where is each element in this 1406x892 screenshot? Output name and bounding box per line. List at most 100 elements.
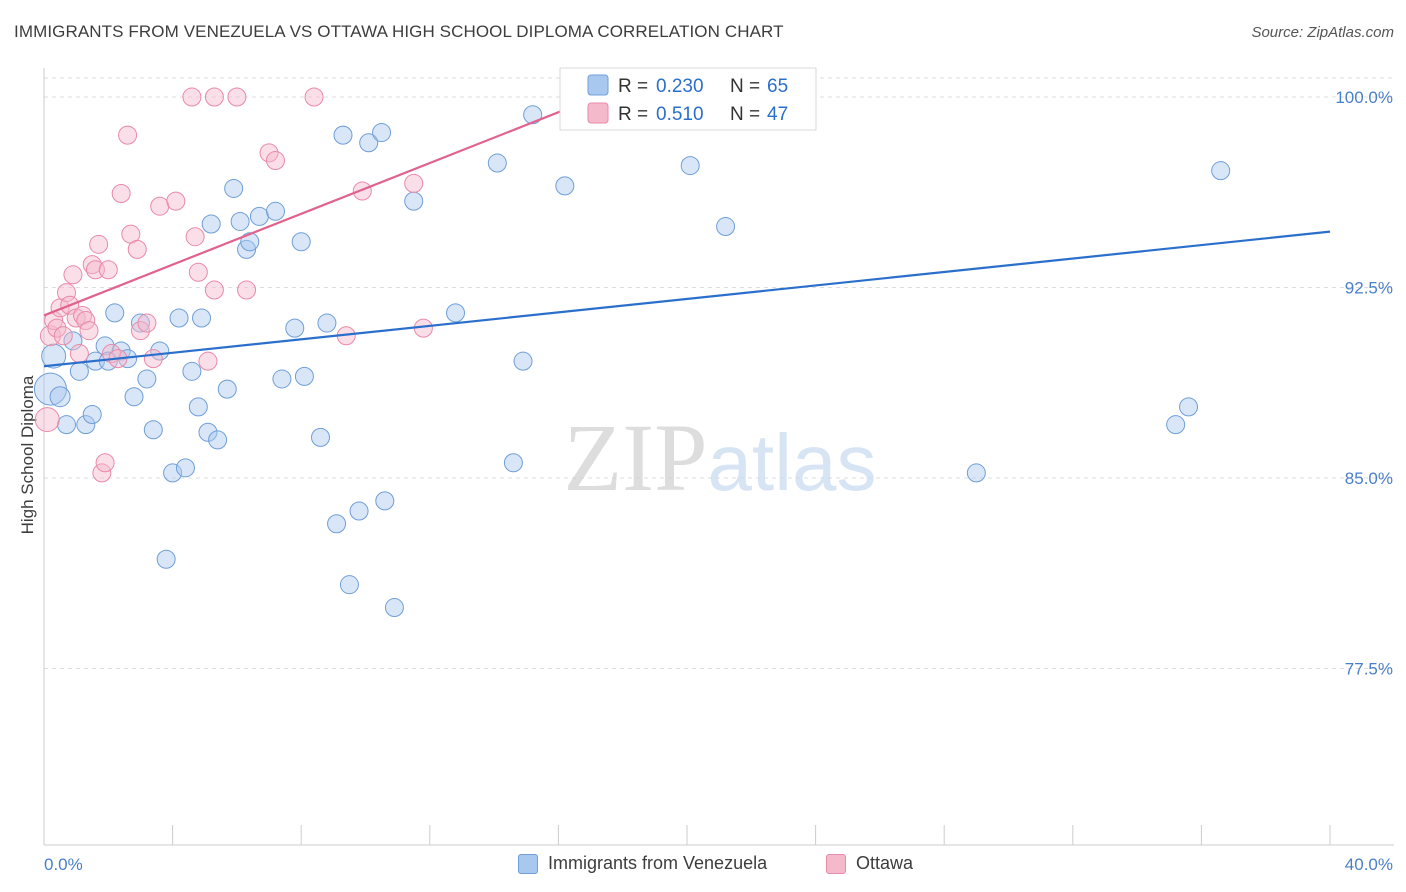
ottawa-point [53, 326, 73, 346]
venezuela-point [237, 239, 257, 259]
legend-item-ottawa[interactable]: Ottawa [826, 853, 913, 874]
ottawa-point [69, 344, 89, 364]
stats-legend: R = 0.230 N = 65 R = 0.510 N = 47 [559, 67, 817, 131]
svg-text:R =: R = [618, 76, 648, 97]
ottawa-point [352, 181, 372, 201]
stats-legend-r-label-2: R = [618, 104, 648, 125]
venezuela-point [375, 491, 395, 511]
venezuela-point [208, 430, 228, 450]
ottawa-point [143, 349, 163, 369]
ottawa-point [198, 351, 218, 371]
venezuela-point [41, 343, 67, 369]
venezuela-point [192, 308, 212, 328]
ottawa-point [118, 125, 138, 145]
legend-item-venezuela[interactable]: Immigrants from Venezuela [518, 853, 767, 874]
venezuela-point [105, 303, 125, 323]
venezuela-point [130, 313, 150, 333]
ottawa-point [137, 313, 157, 333]
venezuela-point [49, 386, 71, 408]
venezuela-point [680, 156, 700, 176]
watermark-zip: ZIP [564, 404, 708, 511]
venezuela-point [327, 514, 347, 534]
ottawa-point [150, 196, 170, 216]
venezuela-point [285, 318, 305, 338]
venezuela-point [57, 415, 77, 435]
ottawa-point [92, 463, 112, 483]
ottawa-point [182, 87, 202, 107]
venezuela-point [716, 217, 736, 237]
stats-legend-r-value-1: 0.230 [656, 76, 704, 97]
legend-label-venezuela: Immigrants from Venezuela [548, 853, 768, 873]
venezuela-point [503, 453, 523, 473]
venezuela-point [217, 379, 237, 399]
stats-legend-n-label-2: N = [730, 104, 760, 125]
watermark: ZIPatlas [564, 404, 877, 511]
venezuela-point [555, 176, 575, 196]
ottawa-point [204, 87, 224, 107]
legend-swatch-venezuela [518, 853, 538, 874]
source-label: Source: ZipAtlas.com [1251, 24, 1394, 41]
stats-legend-n-label-1: N = [730, 76, 760, 97]
ottawa-point [47, 318, 67, 338]
axes [43, 68, 1394, 846]
x-tick-label: 0.0% [44, 855, 83, 874]
venezuela-point [359, 133, 379, 153]
venezuela-point [446, 303, 466, 323]
venezuela-point [156, 549, 176, 569]
trend-lines [43, 98, 1331, 368]
venezuela-point [137, 369, 157, 389]
ottawa-point [57, 283, 77, 303]
venezuela-point [1179, 397, 1199, 417]
venezuela-point [487, 153, 507, 173]
ottawa-point [204, 280, 224, 300]
venezuela-point [188, 397, 208, 417]
venezuela-point [182, 361, 202, 381]
ottawa-point [63, 265, 83, 285]
ottawa-trend-line [43, 98, 591, 317]
ottawa-point [76, 311, 96, 331]
venezuela-point [198, 422, 218, 442]
venezuela-point [339, 575, 359, 595]
venezuela-point [224, 178, 244, 198]
venezuela-point [76, 415, 96, 435]
venezuela-point [201, 214, 221, 234]
venezuela-point [349, 501, 369, 521]
venezuela-point [249, 206, 269, 226]
venezuela-point [272, 369, 292, 389]
venezuela-point [372, 123, 392, 143]
venezuela-point [384, 598, 404, 618]
ottawa-point [89, 234, 109, 254]
ottawa-point [34, 407, 60, 433]
ottawa-point [265, 151, 285, 170]
ottawa-point [130, 321, 150, 341]
stats-legend-swatch-pink [587, 102, 609, 124]
ottawa-point [404, 173, 424, 193]
stats-legend-r-value-2: 0.510 [656, 104, 704, 125]
ottawa-point [188, 262, 208, 282]
venezuela-point [523, 105, 543, 125]
venezuela-point [230, 211, 250, 231]
venezuela-point [63, 331, 83, 351]
x-tick-label: 40.0% [1345, 855, 1393, 874]
y-tick-label: 100.0% [1335, 88, 1393, 107]
grid-lines [44, 77, 1394, 669]
venezuela-point [82, 405, 102, 424]
data-points [33, 87, 1231, 618]
ottawa-point [95, 453, 115, 473]
chart-title: IMMIGRANTS FROM VENEZUELA VS OTTAWA HIGH… [14, 22, 784, 41]
ottawa-point [227, 87, 247, 107]
venezuela-point [513, 351, 533, 371]
stats-legend-n-value-2: 47 [767, 104, 788, 125]
venezuela-point [163, 463, 183, 483]
ottawa-point [111, 184, 131, 204]
venezuela-point [966, 463, 986, 483]
legend-label-ottawa: Ottawa [856, 853, 914, 873]
stats-legend-r-label-1: R = [618, 76, 648, 97]
venezuela-point [404, 191, 424, 211]
ottawa-point [79, 321, 99, 341]
ottawa-point [166, 191, 186, 211]
venezuela-point [294, 366, 314, 386]
stats-legend-n-value-1: 65 [767, 76, 788, 97]
ottawa-point [98, 260, 118, 280]
